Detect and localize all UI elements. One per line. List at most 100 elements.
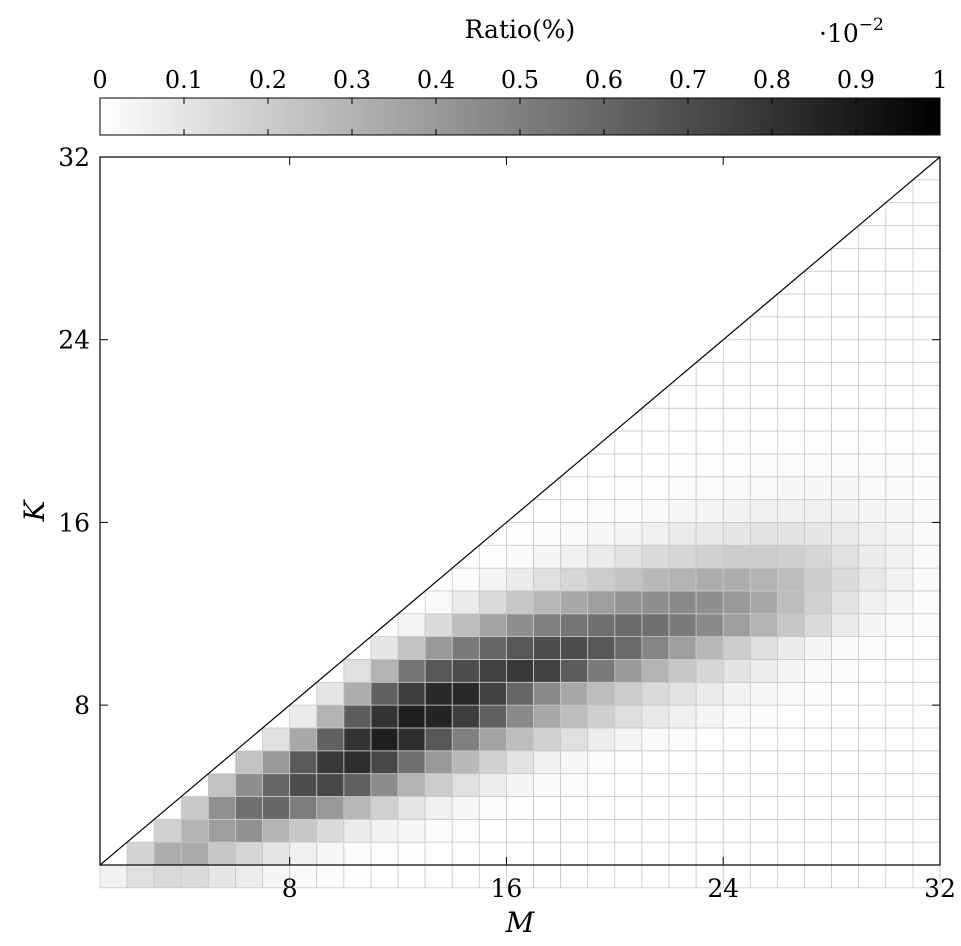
heatmap-cell [533, 499, 562, 523]
heatmap-cell [777, 750, 805, 775]
heatmap-cell [885, 430, 914, 455]
heatmap-cell [804, 430, 833, 455]
heatmap-cell [641, 818, 670, 843]
heatmap-cell [912, 407, 941, 432]
heatmap-cell [804, 727, 833, 752]
heatmap-cell [722, 704, 751, 729]
heatmap-cell [885, 225, 914, 249]
axis-ticks: 8 16 24 32 8 16 24 32 [58, 143, 956, 903]
heatmap-cell [343, 864, 372, 889]
heatmap-cell [722, 453, 751, 478]
heatmap-cell [614, 750, 643, 775]
heatmap-cell [777, 544, 805, 569]
colorbar-tick-label: 0.3 [333, 66, 371, 94]
heatmap-cell [587, 499, 616, 523]
heatmap-cell [560, 636, 589, 660]
heatmap-cell [831, 407, 860, 432]
heatmap-cell [478, 818, 507, 843]
heatmap-cell [858, 293, 887, 318]
heatmap-cell [722, 339, 751, 363]
heatmap-cell [424, 704, 453, 729]
heatmap-cell [831, 384, 860, 409]
heatmap-cell [885, 636, 914, 660]
heatmap-cell [560, 864, 589, 889]
heatmap-cell [262, 841, 291, 866]
heatmap-cell [885, 590, 914, 615]
heatmap-cell [749, 796, 778, 820]
heatmap-cell [587, 727, 616, 752]
heatmap-cell [831, 247, 860, 272]
heatmap-cell [804, 476, 833, 500]
heatmap-cell [424, 864, 453, 889]
heatmap-cell [289, 704, 318, 729]
heatmap-cell [749, 384, 778, 409]
heatmap-cell [560, 818, 589, 843]
heatmap-cell [343, 818, 372, 843]
heatmap-cell [614, 544, 643, 569]
heatmap-cell [207, 818, 236, 843]
heatmap-cell [804, 362, 833, 386]
heatmap-cell [777, 636, 805, 660]
heatmap-cell [153, 864, 182, 889]
heatmap-cell [370, 681, 399, 706]
heatmap-cell [912, 202, 941, 226]
heatmap-cell [695, 362, 724, 386]
colorbar-tick-label: 0 [92, 66, 107, 94]
heatmap-cell [451, 636, 480, 660]
heatmap-cell [560, 750, 589, 775]
heatmap-cell [912, 179, 941, 204]
heatmap-cell [180, 818, 209, 843]
heatmap-cell [641, 704, 670, 729]
heatmap-cell [912, 727, 941, 752]
heatmap-cell [641, 864, 670, 889]
heatmap-cell [804, 613, 833, 638]
colorbar-gradient [99, 97, 941, 136]
heatmap-cell [289, 750, 318, 775]
heatmap-cell [587, 750, 616, 775]
heatmap-cell [478, 773, 507, 797]
heatmap-cell [641, 522, 670, 546]
heatmap-cell [722, 590, 751, 615]
heatmap-cell [695, 750, 724, 775]
heatmap-cell [912, 681, 941, 706]
heatmap-cell [397, 681, 426, 706]
heatmap-cell [533, 522, 562, 546]
heatmap-cell [451, 590, 480, 615]
heatmap-cell [831, 293, 860, 318]
heatmap-cell [587, 567, 616, 592]
heatmap-cell [316, 681, 345, 706]
heatmap-cell [614, 522, 643, 546]
heatmap-cell [722, 384, 751, 409]
heatmap-cell [397, 750, 426, 775]
heatmap-cell [560, 567, 589, 592]
heatmap-cell [804, 681, 833, 706]
heatmap-cell [668, 773, 697, 797]
heatmap-cell [560, 659, 589, 683]
x-tick-label: 16 [491, 874, 523, 903]
heatmap-cell [153, 818, 182, 843]
heatmap-cell [804, 567, 833, 592]
heatmap-cell [804, 339, 833, 363]
heatmap-cell [533, 567, 562, 592]
heatmap-cell [858, 476, 887, 500]
heatmap-cell [506, 590, 534, 615]
heatmap-cell [722, 499, 751, 523]
heatmap-cell [804, 818, 833, 843]
heatmap-cell [831, 681, 860, 706]
heatmap-cell [587, 818, 616, 843]
heatmap-cell [641, 681, 670, 706]
heatmap-cell [668, 818, 697, 843]
heatmap-cell [641, 499, 670, 523]
heatmap-cell [695, 773, 724, 797]
heatmap-cell [207, 773, 236, 797]
heatmap-cell [912, 818, 941, 843]
heatmap-cell [858, 339, 887, 363]
heatmap-cell [749, 544, 778, 569]
heatmap-cell [506, 704, 534, 729]
heatmap-cell [451, 841, 480, 866]
heatmap-cell [614, 659, 643, 683]
heatmap-cell [722, 407, 751, 432]
heatmap-cell [343, 773, 372, 797]
heatmap-cell [695, 544, 724, 569]
heatmap-cell [451, 750, 480, 775]
